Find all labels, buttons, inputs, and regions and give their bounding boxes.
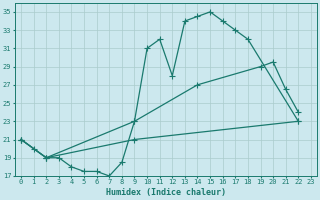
X-axis label: Humidex (Indice chaleur): Humidex (Indice chaleur) xyxy=(106,188,226,197)
